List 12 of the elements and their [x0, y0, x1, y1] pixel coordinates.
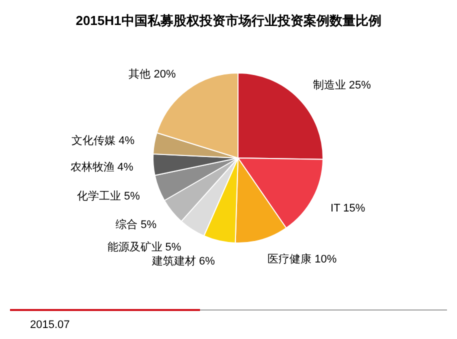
slice-label: 医疗健康 10% — [268, 252, 337, 266]
slice-label: 建筑建材 6% — [150, 254, 216, 268]
slice-label: 综合 5% — [116, 218, 157, 232]
slice-label: 能源及矿业 5% — [107, 240, 182, 254]
slice-label: 其他 20% — [128, 67, 176, 80]
slice-label: 农林牧渔 4% — [70, 160, 134, 174]
slice-label: 制造业 25% — [312, 78, 372, 92]
slice-label: IT 15% — [330, 202, 366, 215]
slice-label: 化学工业 5% — [76, 189, 140, 202]
slice-label: 文化传媒 4% — [72, 134, 135, 147]
text: 2015.07 — [30, 319, 70, 331]
chart-title: 2015H1中国私募股权投资市场行业投资案例数量比例 — [76, 13, 382, 28]
